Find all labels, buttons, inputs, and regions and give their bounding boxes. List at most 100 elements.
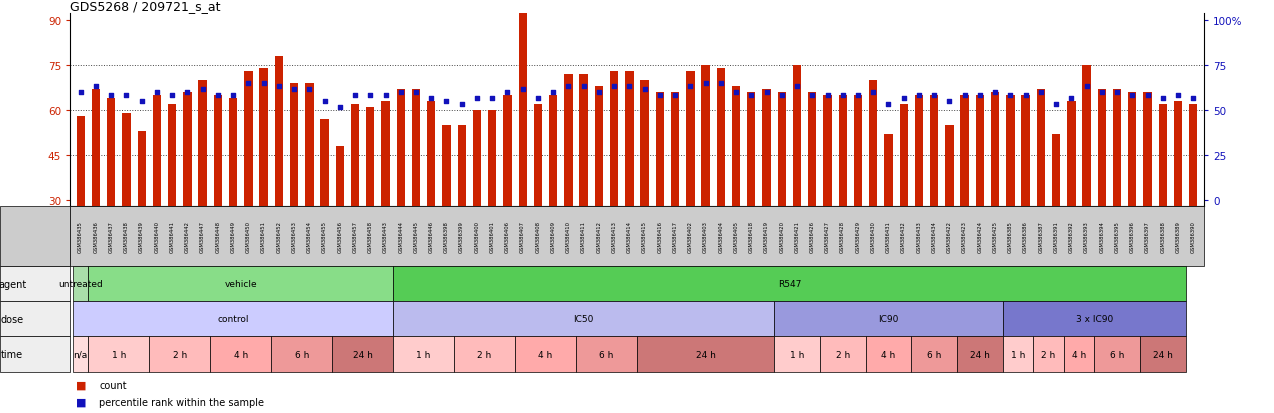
Text: GSM386439: GSM386439 <box>139 221 144 252</box>
Text: GSM386454: GSM386454 <box>307 221 312 252</box>
Text: vehicle: vehicle <box>224 280 257 288</box>
Text: 24 h: 24 h <box>1153 350 1173 358</box>
Text: GSM386448: GSM386448 <box>215 221 220 252</box>
Text: 24 h: 24 h <box>696 350 716 358</box>
Point <box>361 92 381 99</box>
Bar <box>656 93 664 206</box>
Text: GSM386422: GSM386422 <box>947 221 952 252</box>
Bar <box>366 107 375 206</box>
Text: agent: agent <box>0 279 27 289</box>
Text: GSM386449: GSM386449 <box>231 221 236 252</box>
Bar <box>976 95 984 206</box>
Bar <box>1083 66 1091 206</box>
Point <box>1153 95 1173 102</box>
Point <box>147 89 167 96</box>
Bar <box>717 69 725 206</box>
Text: ■: ■ <box>76 397 87 407</box>
Point <box>543 89 563 96</box>
Bar <box>183 93 191 206</box>
Bar <box>412 90 420 206</box>
Text: GSM386416: GSM386416 <box>657 221 662 252</box>
Point <box>818 92 838 99</box>
Point <box>177 89 197 96</box>
Bar <box>687 71 694 206</box>
Point <box>939 98 959 105</box>
Point <box>116 92 136 99</box>
Text: GSM386447: GSM386447 <box>200 221 205 252</box>
Point <box>254 80 274 87</box>
Point <box>482 95 502 102</box>
Point <box>406 89 427 96</box>
Point <box>985 89 1005 96</box>
Text: 6 h: 6 h <box>294 350 308 358</box>
Text: GSM386399: GSM386399 <box>459 221 464 252</box>
Text: GSM386406: GSM386406 <box>505 221 510 252</box>
Point <box>832 92 852 99</box>
Text: 4 h: 4 h <box>233 350 248 358</box>
Text: 4 h: 4 h <box>882 350 896 358</box>
Bar <box>1127 93 1136 206</box>
Point <box>1138 92 1158 99</box>
Point <box>391 89 412 96</box>
Text: GSM386410: GSM386410 <box>566 221 571 252</box>
Point <box>1031 89 1051 96</box>
Bar <box>199 81 206 206</box>
Point <box>466 95 487 102</box>
Text: GSM386438: GSM386438 <box>124 221 129 252</box>
Text: GSM386400: GSM386400 <box>474 221 479 252</box>
Text: 4 h: 4 h <box>539 350 553 358</box>
Text: 24 h: 24 h <box>970 350 990 358</box>
Point <box>893 95 913 102</box>
Text: GSM386395: GSM386395 <box>1115 221 1120 252</box>
Text: GSM386446: GSM386446 <box>429 221 433 252</box>
Text: GSM386426: GSM386426 <box>810 221 815 252</box>
Text: GSM386408: GSM386408 <box>535 221 540 252</box>
Point <box>85 83 106 90</box>
Text: GSM386440: GSM386440 <box>154 221 159 252</box>
Point <box>269 83 289 90</box>
Bar <box>792 66 801 206</box>
Bar <box>488 111 497 206</box>
Point <box>954 92 975 99</box>
Point <box>1061 95 1082 102</box>
Text: GSM386442: GSM386442 <box>185 221 190 252</box>
Bar <box>92 90 101 206</box>
Text: GSM386407: GSM386407 <box>520 221 525 252</box>
Text: GSM386404: GSM386404 <box>719 221 724 252</box>
Bar <box>290 83 298 206</box>
Bar <box>930 95 939 206</box>
Text: GSM386415: GSM386415 <box>642 221 647 252</box>
Bar <box>702 66 710 206</box>
Text: GSM386392: GSM386392 <box>1069 221 1074 252</box>
Text: GSM386417: GSM386417 <box>673 221 678 252</box>
Bar <box>1037 90 1045 206</box>
Bar <box>564 74 572 206</box>
Point <box>757 89 777 96</box>
Bar <box>961 95 968 206</box>
Text: GSM386385: GSM386385 <box>1008 221 1013 252</box>
Bar <box>1173 102 1182 206</box>
Text: GSM386413: GSM386413 <box>612 221 617 252</box>
Point <box>527 95 548 102</box>
Point <box>1000 92 1020 99</box>
Text: GSM386393: GSM386393 <box>1084 221 1089 252</box>
Bar <box>168 104 176 206</box>
Point <box>1046 101 1066 108</box>
Text: 2 h: 2 h <box>478 350 492 358</box>
Bar <box>915 95 924 206</box>
Bar <box>519 14 527 206</box>
Point <box>497 89 517 96</box>
Text: GSM386443: GSM386443 <box>383 221 389 252</box>
Text: GSM386387: GSM386387 <box>1038 221 1043 252</box>
Text: 4 h: 4 h <box>1071 350 1087 358</box>
Point <box>680 83 701 90</box>
Bar <box>153 95 161 206</box>
Text: GSM386458: GSM386458 <box>368 221 373 252</box>
Point <box>208 92 228 99</box>
Text: 1 h: 1 h <box>417 350 431 358</box>
Point <box>787 83 808 90</box>
Text: GSM386455: GSM386455 <box>322 221 327 252</box>
Bar <box>1158 104 1167 206</box>
Text: GSM386423: GSM386423 <box>962 221 967 252</box>
Text: GDS5268 / 209721_s_at: GDS5268 / 209721_s_at <box>70 0 220 13</box>
